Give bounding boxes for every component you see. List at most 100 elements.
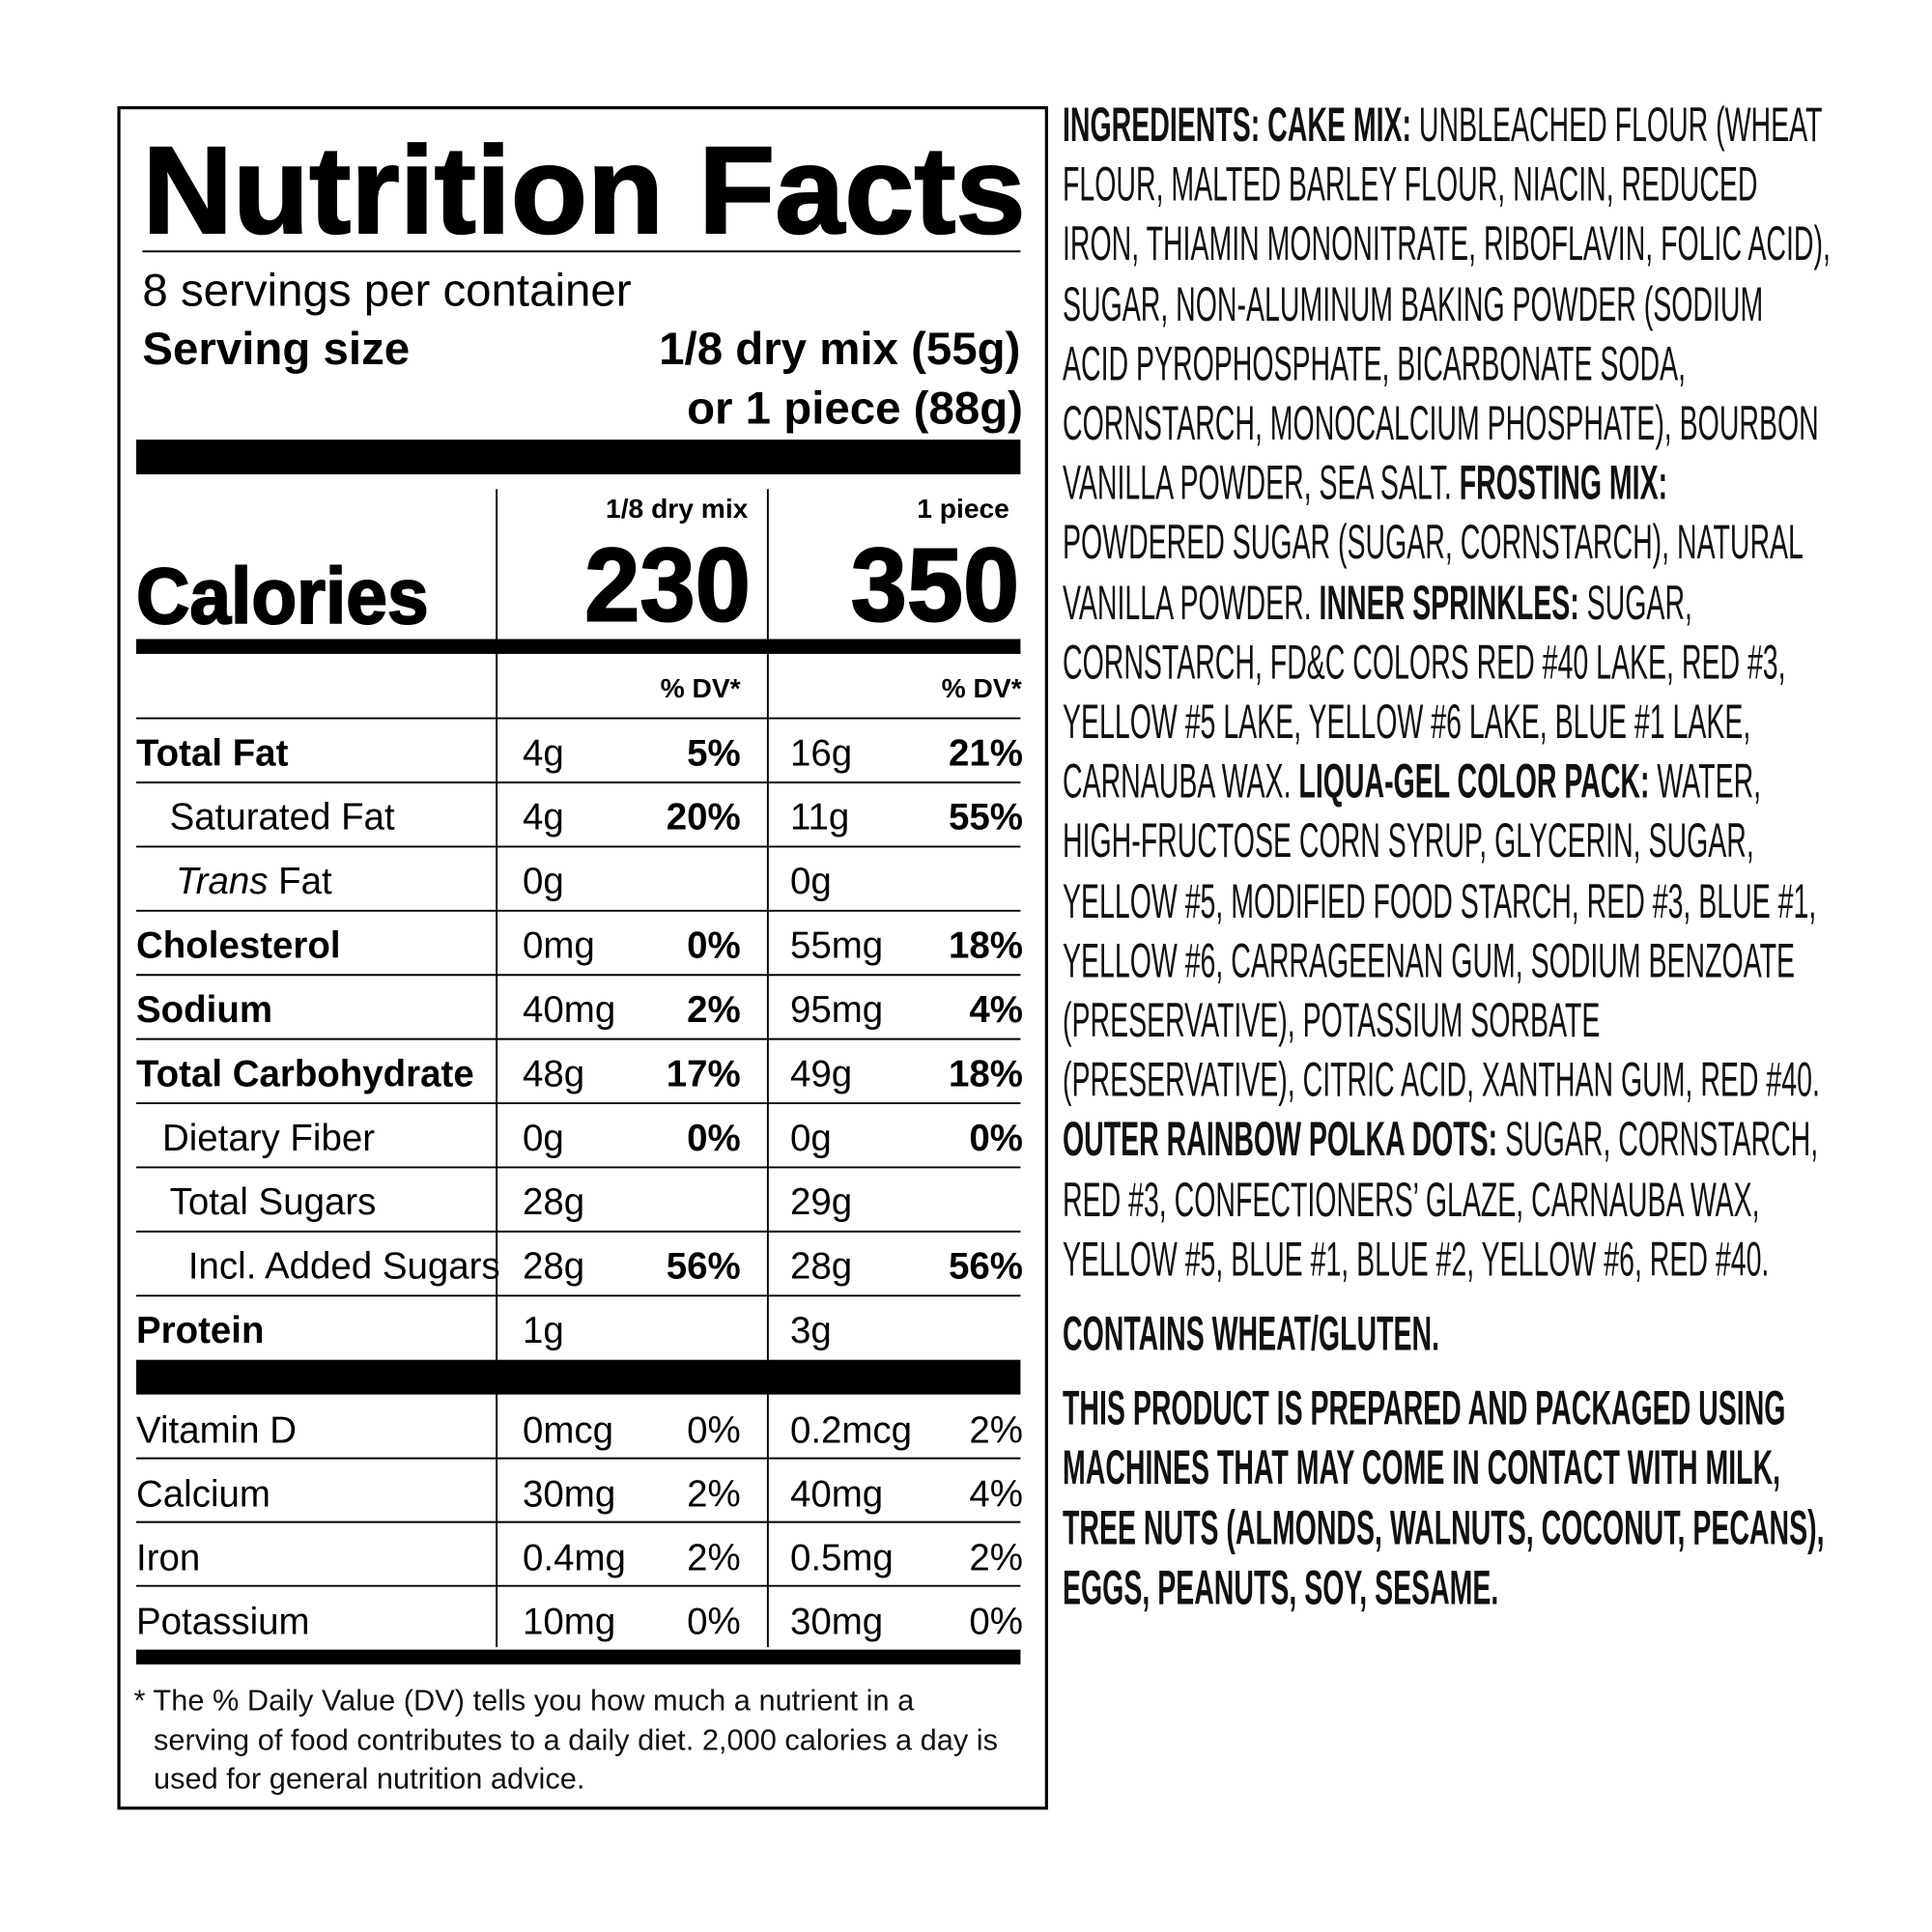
column-header: 1 piece bbox=[917, 493, 1009, 524]
amount: 0mcg bbox=[523, 1410, 613, 1452]
amount: 55mg bbox=[790, 925, 883, 967]
dv-header: % DV* bbox=[661, 672, 741, 703]
amount: 10mg bbox=[523, 1602, 615, 1643]
daily-value: 17% bbox=[667, 1053, 741, 1094]
amount: 0.5mg bbox=[790, 1538, 894, 1579]
amount: 40mg bbox=[523, 989, 615, 1031]
nutrient-name: Protein bbox=[136, 1310, 264, 1351]
serving-size-value: or 1 piece (88g) bbox=[687, 383, 1023, 434]
panel-title: Nutrition Facts bbox=[142, 122, 1025, 260]
daily-value: 2% bbox=[969, 1538, 1023, 1579]
daily-value: 18% bbox=[949, 1053, 1023, 1094]
footnote: * The % Daily Value (DV) tells you how m… bbox=[133, 1684, 998, 1796]
daily-value: 56% bbox=[667, 1246, 741, 1288]
daily-value: 0% bbox=[687, 1118, 741, 1159]
nutrient-name: Cholesterol bbox=[136, 925, 341, 967]
ingredients-box: INGREDIENTS: CAKE MIX: UNBLEACHED FLOUR … bbox=[1063, 97, 1833, 1619]
ingredients-text: UNBLEACHED FLOUR (WHEAT FLOUR, MALTED BA… bbox=[1063, 99, 1831, 511]
vitamin-name: Iron bbox=[136, 1538, 200, 1579]
amount: 40mg bbox=[790, 1474, 883, 1516]
ingredients-heading: OUTER RAINBOW POLKA DOTS: bbox=[1063, 1114, 1498, 1168]
ingredients-text: SUGAR, CORNSTARCH, RED #3, CONFECTIONERS… bbox=[1063, 1114, 1819, 1287]
daily-value: 0% bbox=[969, 1118, 1023, 1159]
calories-value: 230 bbox=[584, 526, 751, 642]
amount: 0g bbox=[790, 1118, 832, 1159]
amount: 0.4mg bbox=[523, 1538, 626, 1579]
nutrient-name: Total Carbohydrate bbox=[136, 1053, 474, 1094]
ingredients-heading: LIQUA-GEL COLOR PACK: bbox=[1298, 755, 1650, 810]
ingredients: INGREDIENTS: CAKE MIX: UNBLEACHED FLOUR … bbox=[1063, 97, 1833, 1619]
vitamin-name: Calcium bbox=[136, 1474, 270, 1516]
nutrient-name-italic: Trans bbox=[176, 861, 268, 902]
medium-bar bbox=[136, 1649, 1021, 1665]
dv-header: % DV* bbox=[942, 672, 1022, 703]
nutrient-name: Dietary Fiber bbox=[162, 1118, 375, 1159]
amount: 1g bbox=[523, 1310, 564, 1351]
daily-value: 0% bbox=[687, 925, 741, 967]
daily-value: 2% bbox=[969, 1410, 1023, 1452]
nutrient-name: Total Sugars bbox=[170, 1181, 377, 1223]
amount: 28g bbox=[523, 1246, 584, 1288]
vitamin-name: Potassium bbox=[136, 1602, 310, 1643]
calories-value: 350 bbox=[851, 526, 1019, 642]
amount: 11g bbox=[790, 797, 849, 838]
amount: 48g bbox=[523, 1053, 584, 1094]
daily-value: 2% bbox=[687, 1538, 741, 1579]
thick-bar bbox=[136, 440, 1021, 475]
amount: 95mg bbox=[790, 989, 883, 1031]
servings: 8 servings per container bbox=[142, 266, 631, 317]
daily-value: 55% bbox=[949, 797, 1023, 838]
ingredients-text: WATER, HIGH-FRUCTOSE CORN SYRUP, GLYCERI… bbox=[1063, 755, 1820, 1108]
daily-value: 4% bbox=[969, 1474, 1023, 1516]
amount: 0mg bbox=[523, 925, 595, 967]
amount: 28g bbox=[523, 1181, 584, 1223]
nutrient-name: Sodium bbox=[136, 989, 272, 1031]
amount: 0g bbox=[523, 861, 564, 902]
amount: 0.2mcg bbox=[790, 1410, 912, 1452]
daily-value: 21% bbox=[949, 732, 1023, 774]
daily-value: 4% bbox=[969, 989, 1023, 1031]
ingredients-heading: INNER SPRINKLES: bbox=[1319, 576, 1579, 631]
daily-value: 20% bbox=[667, 797, 741, 838]
ingredients-heading: THIS PRODUCT IS PREPARED AND PACKAGED US… bbox=[1063, 1382, 1825, 1615]
ingredients-paragraph: CONTAINS WHEAT/GLUTEN. bbox=[1063, 1305, 1833, 1365]
amount: 28g bbox=[790, 1246, 852, 1288]
medium-bar bbox=[136, 639, 1021, 654]
ingredients-heading: INGREDIENTS: CAKE MIX: bbox=[1063, 99, 1412, 153]
daily-value: 56% bbox=[949, 1246, 1023, 1288]
daily-value: 0% bbox=[687, 1602, 741, 1643]
amount: 49g bbox=[790, 1053, 852, 1094]
ingredients-heading: FROSTING MIX: bbox=[1459, 457, 1668, 511]
amount: 30mg bbox=[790, 1602, 883, 1643]
amount: 4g bbox=[523, 797, 564, 838]
daily-value: 5% bbox=[687, 732, 741, 774]
amount: 30mg bbox=[523, 1474, 615, 1516]
ingredients-paragraph: INGREDIENTS: CAKE MIX: UNBLEACHED FLOUR … bbox=[1063, 97, 1833, 1291]
ingredients-text: SUGAR, CORNSTARCH, FD&C COLORS RED #40 L… bbox=[1063, 576, 1786, 810]
amount: 3g bbox=[790, 1310, 832, 1351]
nutrient-name: Trans Fat bbox=[176, 861, 332, 902]
daily-value: 0% bbox=[969, 1602, 1023, 1643]
amount: 16g bbox=[790, 732, 852, 774]
panel-border bbox=[117, 105, 1048, 1810]
ingredients-paragraph: THIS PRODUCT IS PREPARED AND PACKAGED US… bbox=[1063, 1380, 1833, 1619]
vitamin-name: Vitamin D bbox=[136, 1410, 297, 1452]
thick-bar bbox=[136, 1359, 1021, 1395]
ingredients-heading: CONTAINS WHEAT/GLUTEN. bbox=[1063, 1307, 1440, 1362]
footnote-box: * The % Daily Value (DV) tells you how m… bbox=[133, 1684, 998, 1796]
nutrient-name: Total Fat bbox=[136, 732, 289, 774]
daily-value: 2% bbox=[687, 989, 741, 1031]
amount: 0g bbox=[790, 861, 832, 902]
nutrient-name-rest: Fat bbox=[269, 861, 333, 902]
serving-size-value: 1/8 dry mix (55g) bbox=[659, 324, 1020, 375]
daily-value: 2% bbox=[687, 1474, 741, 1516]
amount: 4g bbox=[523, 732, 564, 774]
nutrient-name: Incl. Added Sugars bbox=[188, 1246, 500, 1288]
daily-value: 18% bbox=[949, 925, 1023, 967]
nutrient-name: Saturated Fat bbox=[170, 797, 395, 838]
daily-value: 0% bbox=[687, 1410, 741, 1452]
serving-size-label: Serving size bbox=[142, 324, 410, 375]
calories-label: Calories bbox=[136, 553, 429, 640]
